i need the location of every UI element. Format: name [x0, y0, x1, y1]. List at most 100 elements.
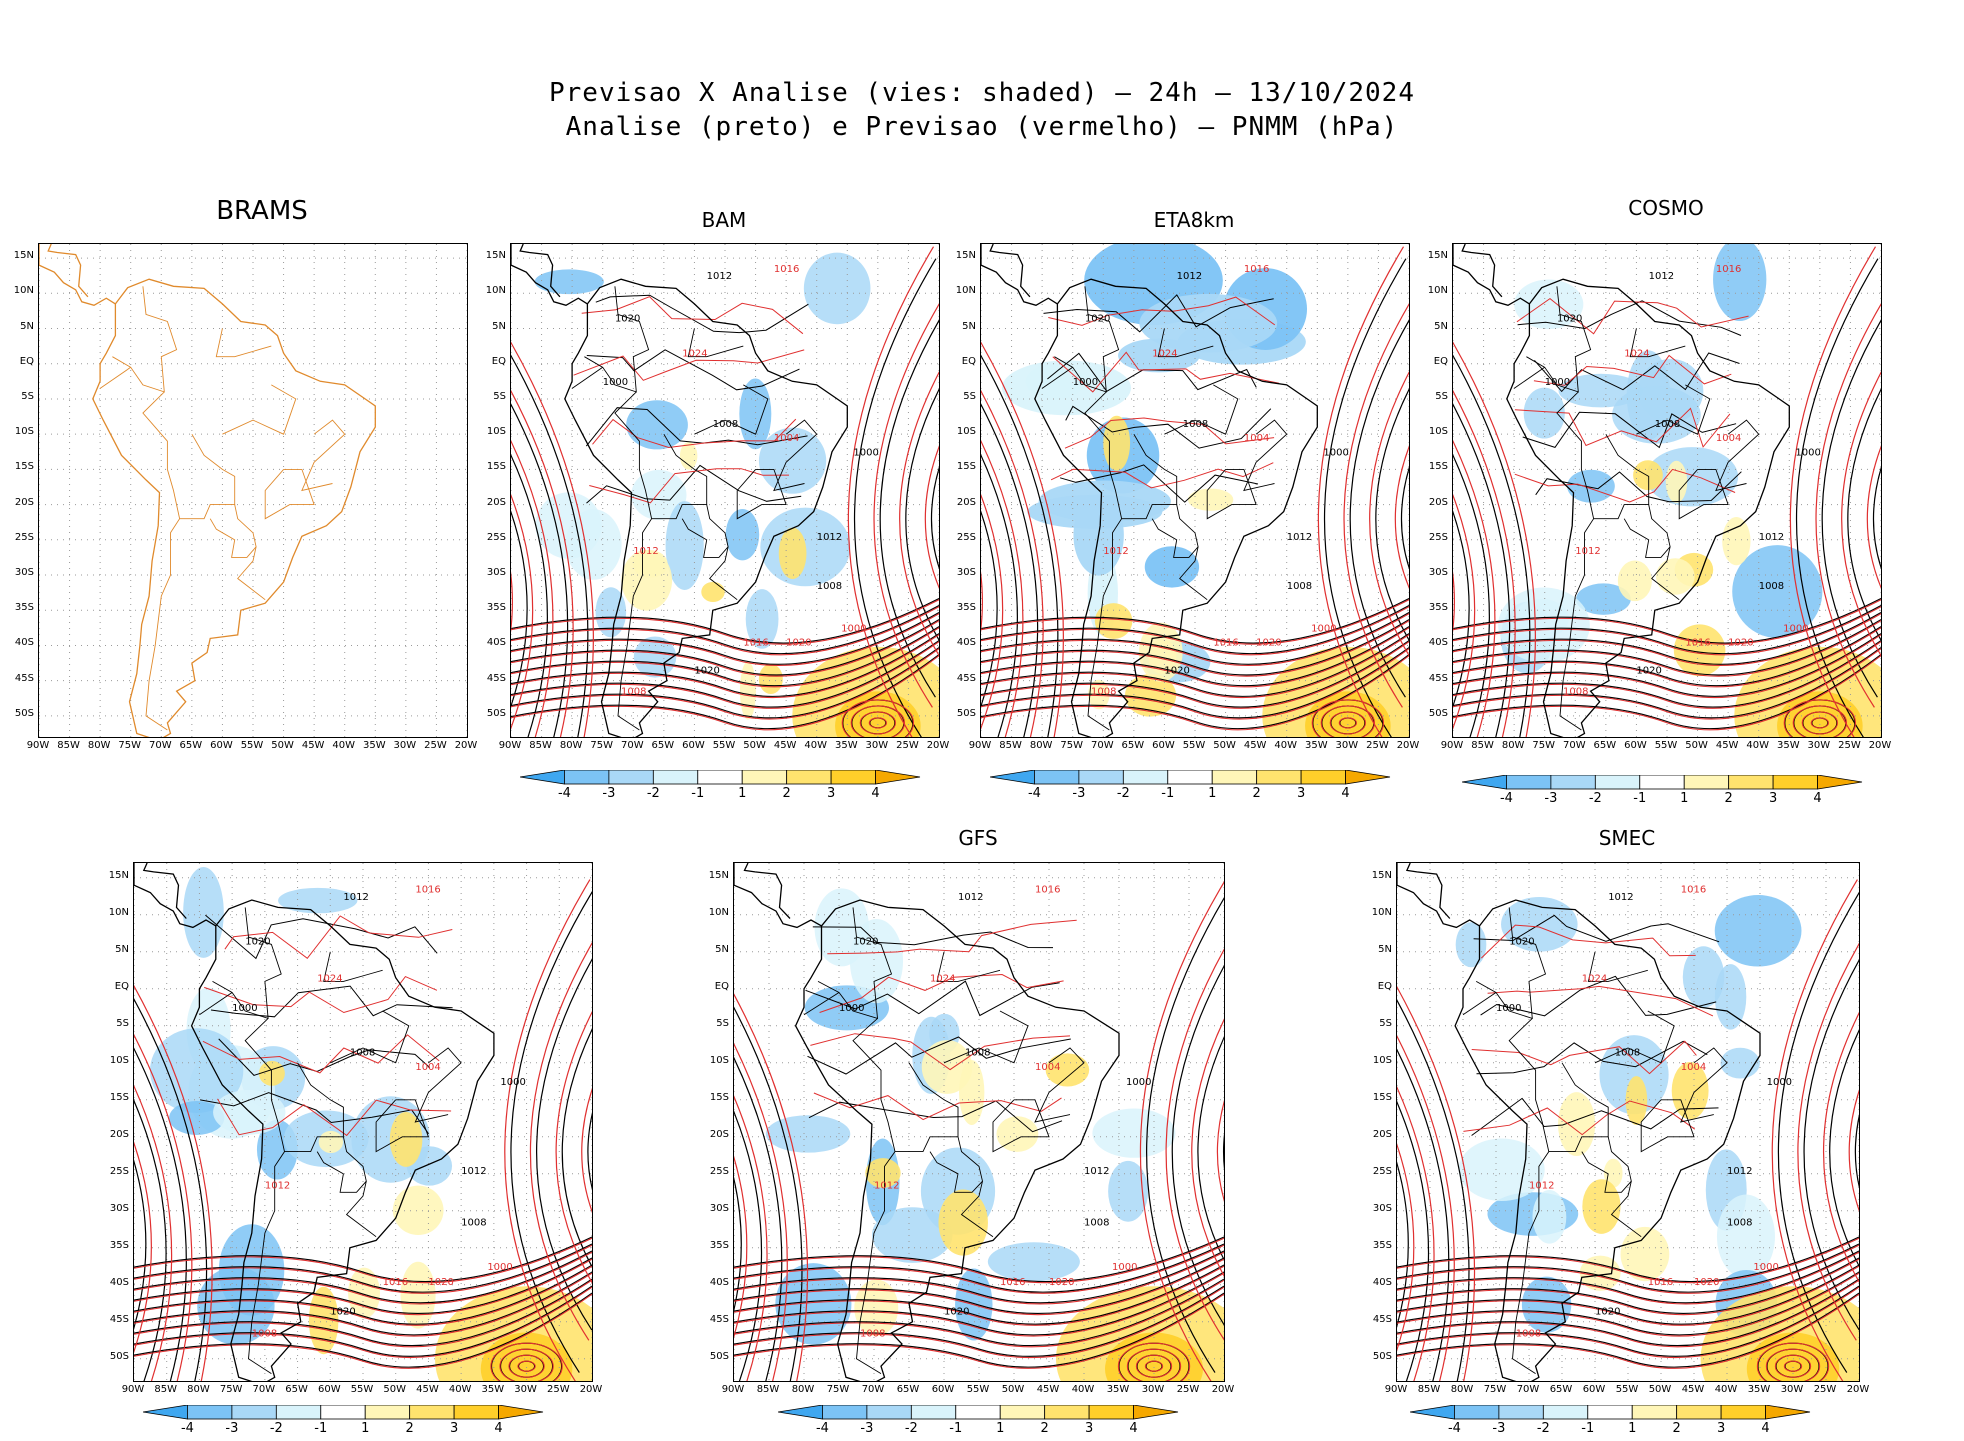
- lat-tick-label: 35S: [0, 602, 34, 613]
- colorbar-segment: [1301, 770, 1345, 784]
- forecast-isobar-label: 1016: [1000, 1277, 1025, 1288]
- lat-tick-label: 25S: [0, 532, 34, 543]
- colorbar-segment: [876, 770, 920, 784]
- lat-tick-label: 5N: [95, 944, 129, 955]
- colorbar-tick-label: 3: [816, 786, 846, 801]
- colorbar-tick-label: 1: [1669, 791, 1699, 806]
- analysis-isobar-label: 1020: [944, 1306, 969, 1317]
- bias-negative-area: [726, 509, 760, 560]
- colorbar-tick-label: 4: [1331, 786, 1361, 801]
- analysis-isobar-label: 1020: [1636, 666, 1661, 677]
- coastline: [39, 244, 115, 305]
- colorbar-tick-label: 1: [1617, 1421, 1647, 1436]
- lat-tick-label: 40S: [695, 1277, 729, 1288]
- colorbar-tick-label: 1: [727, 786, 757, 801]
- analysis-isobar-label: 1000: [1496, 1003, 1521, 1014]
- country-border: [210, 505, 256, 558]
- map-plot: 1012101610201024100810041000101210121020…: [511, 244, 939, 737]
- lat-tick-label: 50S: [472, 708, 506, 719]
- forecast-isobar-label: 1000: [487, 1262, 512, 1273]
- colorbar-tick-label: 4: [1803, 791, 1833, 806]
- colorbar-tick-label: -4: [1491, 791, 1521, 806]
- bias-negative-area: [1459, 1139, 1545, 1201]
- forecast-isobar: [589, 469, 789, 503]
- colorbar-tick-label: -1: [1573, 1421, 1603, 1436]
- lat-tick-label: 10S: [472, 426, 506, 437]
- analysis-isobar-label: 1020: [1164, 666, 1189, 677]
- lat-tick-label: 20S: [472, 497, 506, 508]
- colorbar-segment: [1499, 1405, 1543, 1419]
- lat-tick-label: 40S: [472, 637, 506, 648]
- forecast-isobar-label: 1016: [774, 264, 799, 275]
- colorbar-segment: [564, 770, 608, 784]
- colorbar-segment: [1551, 775, 1595, 789]
- lat-tick-label: 5N: [0, 321, 34, 332]
- colorbar-segment: [1168, 770, 1212, 784]
- lat-tick-label: 15N: [695, 870, 729, 881]
- colorbar-tick-label: 3: [439, 1421, 469, 1436]
- colorbar-segment: [1089, 1405, 1133, 1419]
- bias-positive-area: [1722, 517, 1750, 565]
- colorbar-segment: [520, 770, 564, 784]
- lat-tick-label: 50S: [1414, 708, 1448, 719]
- lat-tick-label: 10N: [95, 907, 129, 918]
- analysis-isobar: [1401, 409, 1409, 612]
- bias-positive-area: [1656, 558, 1695, 595]
- forecast-isobar-label: 1024: [317, 973, 342, 984]
- lat-tick-label: 5N: [695, 944, 729, 955]
- figure-title-line-2: Analise (preto) e Previsao (vermelho) – …: [0, 112, 1964, 142]
- colorbar-tick-label: -3: [217, 1421, 247, 1436]
- lat-tick-label: 45S: [472, 673, 506, 684]
- colorbar-segment: [410, 1405, 454, 1419]
- colorbar-tick-label: -1: [1153, 786, 1183, 801]
- coastline: [745, 863, 791, 919]
- colorbar-segment: [365, 1405, 409, 1419]
- lat-tick-label: 20S: [695, 1129, 729, 1140]
- lat-tick-label: 15N: [95, 870, 129, 881]
- lat-tick-label: 10N: [942, 285, 976, 296]
- lat-tick-label: 35S: [1358, 1240, 1392, 1251]
- bias-positive-area: [259, 1061, 285, 1086]
- lon-tick-label: 35W: [1098, 1384, 1138, 1395]
- bias-negative-area: [1612, 386, 1701, 444]
- lat-tick-label: 10N: [695, 907, 729, 918]
- colorbar-tick-label: 2: [395, 1421, 425, 1436]
- colorbar-segment: [1462, 775, 1506, 789]
- colorbar-segment: [1257, 770, 1301, 784]
- bias-positive-area: [1633, 460, 1663, 490]
- lat-tick-label: 10S: [95, 1055, 129, 1066]
- map-plot: 1012101610201024100810041000101210121020…: [134, 863, 592, 1381]
- forecast-isobar-label: 1008: [252, 1329, 277, 1340]
- analysis-isobar-label: 1000: [839, 1003, 864, 1014]
- colorbar-segment: [1134, 1405, 1178, 1419]
- colorbar-segment: [698, 770, 742, 784]
- analysis-isobar: [1873, 409, 1881, 612]
- lon-tick-label: 25W: [1168, 1384, 1208, 1395]
- bias-positive-area: [401, 1262, 436, 1329]
- forecast-isobar-label: 1020: [428, 1277, 453, 1288]
- analysis-isobar: [931, 409, 939, 612]
- bias-negative-area: [1713, 244, 1766, 321]
- colorbar-segment: [1595, 775, 1639, 789]
- colorbar-tick-label: -2: [261, 1421, 291, 1436]
- analysis-isobar-label: 1000: [232, 1003, 257, 1014]
- bias-negative-area: [535, 269, 604, 294]
- colorbar-tick-label: 2: [772, 786, 802, 801]
- bias-positive-area: [759, 664, 783, 694]
- bias-negative-area: [804, 253, 871, 325]
- analysis-isobar-label: 1020: [853, 936, 878, 947]
- map-plot: [39, 244, 467, 737]
- lat-tick-label: 40S: [1358, 1277, 1392, 1288]
- lat-tick-label: 35S: [472, 602, 506, 613]
- lat-tick-label: 5N: [1414, 321, 1448, 332]
- lat-tick-label: EQ: [695, 981, 729, 992]
- colorbar-tick-label: -3: [1064, 786, 1094, 801]
- analysis-isobar-label: 1012: [1608, 892, 1633, 903]
- forecast-isobar-label: 1016: [1213, 637, 1238, 648]
- map-plot: 1012101610201024100810041000101210121020…: [1397, 863, 1859, 1381]
- colorbar-segment: [143, 1405, 187, 1419]
- lat-tick-label: 10S: [1358, 1055, 1392, 1066]
- lat-tick-label: 45S: [1414, 673, 1448, 684]
- panel-title: BRAMS: [162, 196, 362, 226]
